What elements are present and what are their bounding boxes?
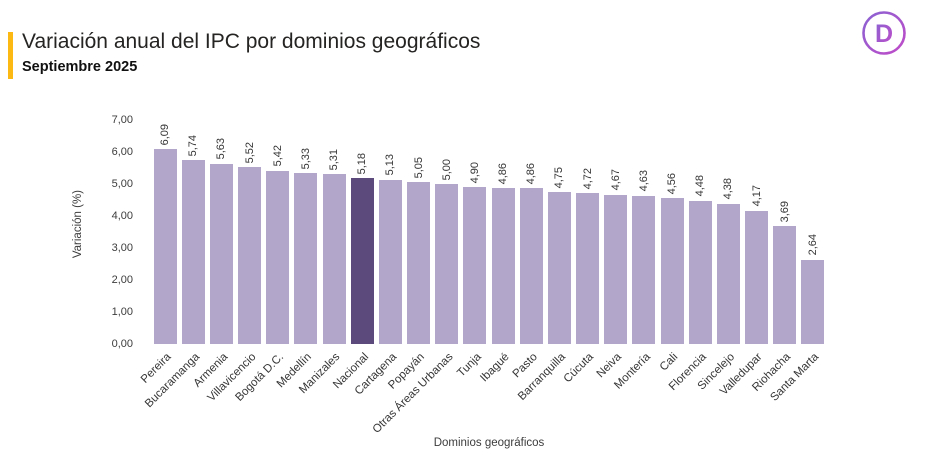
x-category-label: Ibagué (478, 351, 512, 385)
brand-d-logo-icon: D (860, 9, 908, 57)
bar (209, 163, 233, 344)
bar (238, 167, 262, 344)
bar (463, 187, 487, 344)
bar (266, 170, 290, 344)
bar (547, 192, 571, 344)
bar (576, 192, 600, 344)
bar-chart-plot-area: 6,09 Pereira 5,74 Bucaramanga 5,63 Armenia 5,5… (139, 120, 827, 436)
bar-value-label: 5,31 (328, 148, 341, 171)
y-tick-label: 5,00 (111, 178, 133, 190)
bar-value-label: 4,75 (553, 166, 566, 188)
bar (801, 259, 825, 344)
title-accent-bar (8, 32, 13, 79)
bar-value-label: 5,05 (412, 156, 425, 179)
bar-value-label: 6,09 (159, 123, 172, 146)
y-tick-label: 6,00 (111, 146, 133, 158)
bar-value-label: 4,72 (581, 167, 594, 189)
bar (153, 149, 177, 344)
bar (491, 188, 515, 344)
bar (181, 160, 205, 344)
bar-value-label: 4,86 (497, 163, 510, 185)
bar (294, 173, 318, 344)
y-tick-label: 2,00 (111, 274, 133, 286)
bar-value-label: 5,74 (187, 134, 200, 157)
bar (632, 195, 656, 344)
bar-value-label: 4,90 (468, 161, 481, 184)
bar (407, 182, 431, 344)
bar (604, 194, 628, 344)
bar-value-label: 5,63 (215, 138, 228, 160)
bar (519, 188, 543, 344)
bar (688, 200, 712, 344)
bar-value-label: 4,38 (722, 178, 735, 200)
bar-value-label: 5,13 (384, 154, 397, 176)
x-category-label: Cúcuta (561, 351, 597, 386)
bar (435, 184, 459, 344)
bar-value-label: 5,42 (271, 145, 284, 167)
x-category-label: Cali (658, 351, 681, 374)
bar-value-label: 4,67 (609, 169, 622, 191)
bar-value-label: 4,63 (637, 170, 650, 192)
bar-value-label: 2,64 (806, 234, 819, 256)
bar (378, 179, 402, 344)
bar (745, 210, 769, 344)
y-tick-label: 4,00 (111, 210, 133, 222)
page-subtitle: Septiembre 2025 (22, 59, 138, 75)
bar (322, 174, 346, 344)
bar-value-label: 4,56 (666, 172, 679, 195)
bar-highlighted (350, 178, 374, 344)
bar-value-label: 4,17 (750, 185, 763, 207)
y-axis-ticks: 0,00 1,00 2,00 3,00 4,00 5,00 6,00 7,00 (60, 114, 133, 350)
y-tick-label: 1,00 (111, 306, 133, 318)
x-axis-title: Dominios geográficos (433, 437, 545, 449)
bar (660, 198, 684, 344)
bar-value-label: 3,69 (778, 200, 791, 222)
bar-value-label: 5,52 (243, 141, 256, 164)
y-tick-label: 0,00 (111, 338, 133, 350)
bar-value-label: 4,48 (694, 175, 707, 197)
y-tick-label: 3,00 (111, 242, 133, 254)
bar (716, 203, 740, 344)
bar (773, 225, 797, 344)
bar-value-label: 5,33 (299, 148, 312, 170)
bar-value-label: 4,86 (525, 163, 538, 185)
page-title: Variación anual del IPC por dominios geo… (22, 30, 481, 53)
y-tick-label: 7,00 (111, 114, 133, 126)
bar-value-label: 5,18 (356, 152, 369, 175)
logo-letter: D (875, 20, 893, 48)
bar-value-label: 5,00 (440, 158, 453, 180)
